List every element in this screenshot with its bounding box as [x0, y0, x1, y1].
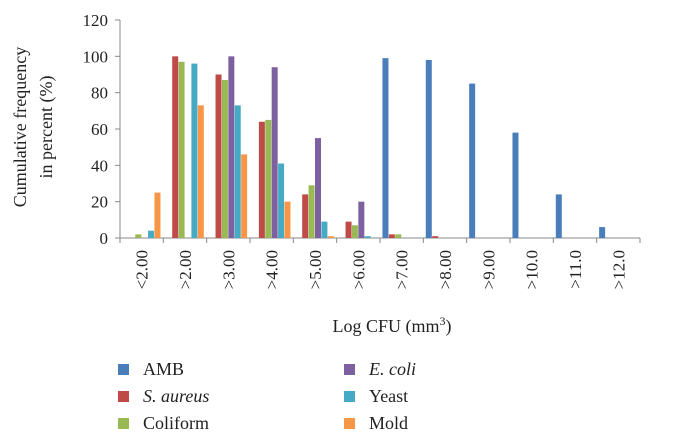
x-tick-label: >3.00	[219, 250, 238, 289]
bar-e-coli-5	[358, 201, 365, 238]
bar-yeast-1	[191, 63, 198, 238]
bar-mold-0	[154, 192, 161, 238]
bar-yeast-3	[278, 163, 285, 238]
bar-e-coli-4	[315, 138, 321, 238]
legend-item: E. coli	[344, 356, 416, 382]
bar-coliform-3	[265, 119, 272, 238]
bar-amb-6	[382, 58, 389, 239]
chart-labels: 0 20 40 60 80 100 120 <2.00 >2.00 >3.00 >4.00 >5.00…	[10, 11, 628, 337]
bar-amb-9	[512, 132, 519, 238]
bar-mold-3	[284, 201, 291, 238]
x-tick-label: >6.00	[349, 250, 368, 289]
bar-s-aureus-4	[302, 194, 309, 238]
x-tick-label: >2.00	[176, 250, 195, 289]
legend-label: Yeast	[369, 385, 409, 406]
x-tick-label: <2.00	[133, 250, 152, 289]
y-tick-label: 80	[91, 84, 108, 103]
chart-legend: AMB S. aureus Coliform E. coli Yeast Mold	[118, 356, 518, 440]
bar-coliform-1	[178, 61, 185, 239]
x-tick-label: >11.0	[566, 250, 585, 289]
y-tick-label: 120	[83, 11, 109, 30]
y-tick-label: 0	[100, 229, 109, 248]
bar-s-aureus-2	[215, 74, 222, 238]
y-tick-label: 40	[91, 156, 108, 175]
legend-label: Mold	[369, 412, 409, 433]
legend-label: Coliform	[143, 412, 209, 433]
bar-coliform-5	[351, 225, 358, 238]
x-tick-label: >10.0	[523, 250, 542, 289]
bar-s-aureus-1	[172, 56, 179, 239]
x-tick-label: >8.00	[436, 250, 455, 289]
chart-axes	[115, 19, 641, 243]
y-tick-label: 20	[91, 193, 108, 212]
y-tick-label: 100	[83, 47, 109, 66]
chart-bars	[135, 56, 606, 239]
bar-s-aureus-6	[388, 234, 395, 238]
bar-coliform-4	[308, 185, 315, 238]
bar-coliform-0	[135, 234, 142, 238]
y-tick-label: 60	[91, 120, 108, 139]
legend-swatch	[344, 363, 355, 375]
bar-amb-8	[469, 83, 476, 238]
bar-e-coli-2	[228, 56, 235, 239]
bar-s-aureus-5	[345, 221, 352, 238]
legend-swatch	[344, 417, 355, 429]
bar-amb-7	[425, 59, 432, 238]
x-tick-label: >5.00	[306, 250, 325, 289]
bar-e-coli-3	[271, 67, 278, 238]
y-axis-title-line: Cumulative frequency	[10, 47, 30, 207]
legend-swatch	[118, 363, 129, 375]
legend-item: Coliform	[118, 410, 209, 436]
bar-yeast-0	[148, 230, 155, 238]
legend-label: E. coli	[369, 358, 416, 379]
legend-item: Yeast	[344, 383, 408, 409]
x-tick-label: >7.00	[393, 250, 412, 289]
bar-coliform-2	[221, 79, 228, 238]
bar-mold-1	[197, 105, 204, 238]
legend-item: S. aureus	[118, 383, 209, 409]
chart: 0 20 40 60 80 100 120 <2.00 >2.00 >3.00 >4.00 >5.00…	[10, 11, 641, 337]
legend-label: AMB	[143, 358, 185, 379]
legend-item: Mold	[344, 410, 408, 436]
x-tick-label: >12.0	[609, 250, 628, 289]
x-tick-label: >9.00	[479, 250, 498, 289]
bar-coliform-6	[395, 234, 402, 238]
bar-amb-11	[599, 227, 606, 238]
bar-amb-10	[555, 194, 562, 238]
legend-swatch	[118, 390, 129, 402]
legend-label: S. aureus	[143, 385, 210, 406]
bar-s-aureus-7	[432, 236, 439, 238]
legend-swatch	[344, 390, 355, 402]
bar-mold-2	[241, 154, 248, 238]
y-axis-title-line: in percent (%)	[36, 76, 57, 179]
x-tick-label: >4.00	[263, 250, 282, 289]
bar-s-aureus-3	[258, 121, 265, 238]
x-axis-title: Log CFU (mm3)	[332, 314, 451, 337]
bar-mold-4	[327, 236, 334, 238]
bar-yeast-4	[321, 221, 328, 238]
bar-yeast-2	[234, 105, 241, 238]
legend-item: AMB	[118, 356, 184, 382]
bar-yeast-5	[364, 236, 371, 238]
legend-swatch	[118, 417, 129, 429]
